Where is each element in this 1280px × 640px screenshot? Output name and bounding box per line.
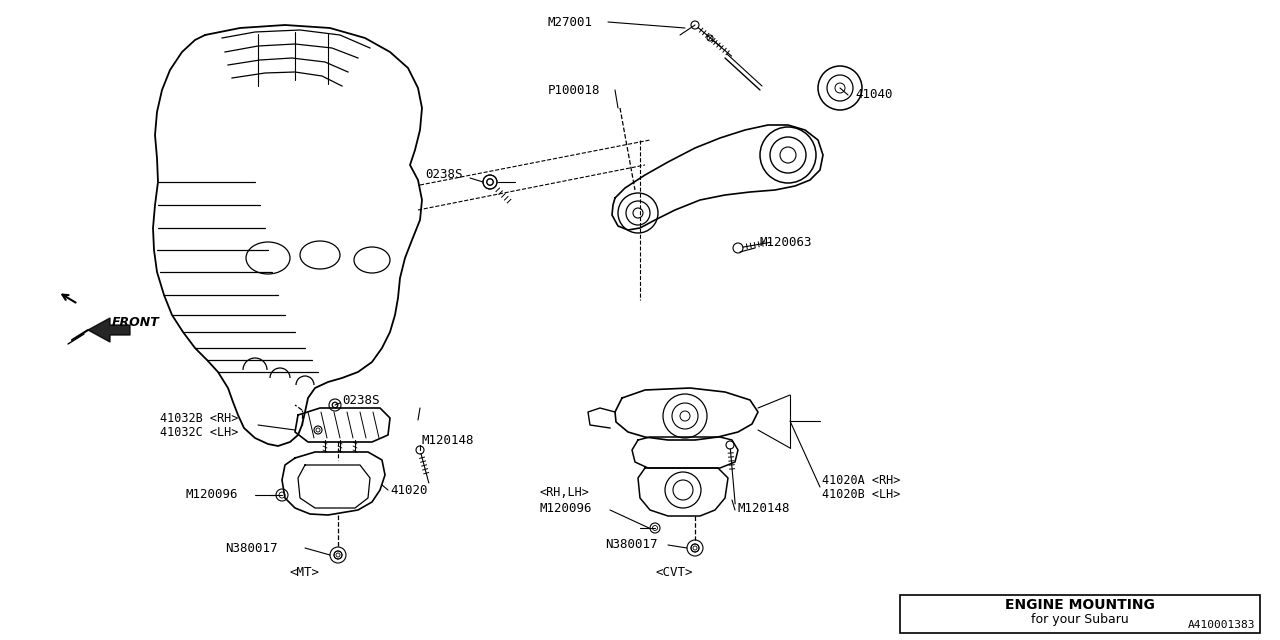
Text: 0238S: 0238S (342, 394, 379, 406)
Text: M120063: M120063 (760, 236, 813, 248)
Text: <CVT>: <CVT> (655, 566, 692, 579)
Bar (900, 595, 1260, 633)
Text: 41032C <LH>: 41032C <LH> (160, 426, 238, 438)
Text: <RH,LH>: <RH,LH> (540, 486, 590, 499)
Text: FRONT: FRONT (113, 316, 160, 328)
Text: for your Subaru: for your Subaru (1032, 612, 1129, 625)
Text: M120148: M120148 (739, 502, 791, 515)
Text: P100018: P100018 (548, 83, 600, 97)
Text: M120096: M120096 (186, 488, 238, 502)
Text: A410001383: A410001383 (1188, 620, 1254, 630)
Text: 41020: 41020 (390, 483, 428, 497)
Text: 41040: 41040 (855, 88, 892, 102)
Text: 41020A <RH>: 41020A <RH> (822, 474, 900, 486)
Text: M27001: M27001 (548, 15, 593, 29)
Text: N380017: N380017 (225, 541, 278, 554)
Text: M120096: M120096 (540, 502, 593, 515)
Text: <MT>: <MT> (291, 566, 320, 579)
Polygon shape (88, 318, 131, 342)
Text: 41020B <LH>: 41020B <LH> (822, 488, 900, 502)
Text: ENGINE MOUNTING: ENGINE MOUNTING (1005, 598, 1155, 612)
Text: 0238S: 0238S (425, 168, 462, 182)
Text: M120148: M120148 (422, 433, 475, 447)
Text: 41032B <RH>: 41032B <RH> (160, 412, 238, 424)
Text: N380017: N380017 (605, 538, 658, 552)
